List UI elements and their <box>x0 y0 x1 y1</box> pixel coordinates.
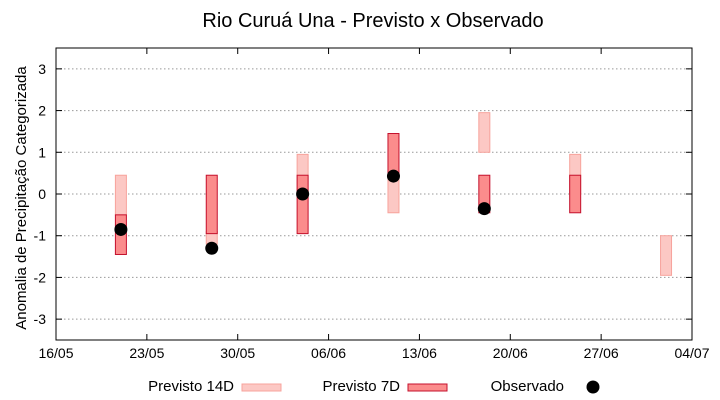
previsto-7d-bar <box>205 174 218 235</box>
x-tick-label: 23/05 <box>129 345 164 361</box>
observado-point <box>205 241 219 255</box>
y-tick-label: -3 <box>34 311 47 327</box>
forecast-14d-bars <box>114 112 673 276</box>
legend-label-observado: Observado <box>491 378 564 395</box>
x-tick-label: 06/06 <box>311 345 346 361</box>
x-tick-label: 20/06 <box>493 345 528 361</box>
legend-marker-observado <box>586 380 600 394</box>
axis-ticks <box>55 48 693 340</box>
y-tick-label: 2 <box>38 103 46 119</box>
observed-points <box>114 169 491 255</box>
chart-title: Rio Curuá Una - Previsto x Observado <box>202 10 543 32</box>
x-tick-label: 30/05 <box>220 345 255 361</box>
legend-label-previsto-14d: Previsto 14D <box>148 378 234 395</box>
y-tick-label: -2 <box>34 269 47 285</box>
y-tick-label: 3 <box>38 61 46 77</box>
observado-point <box>386 169 400 183</box>
y-axis-title: Anomalia de Precipitação Categorizada <box>13 66 30 330</box>
x-tick-label: 13/06 <box>402 345 437 361</box>
observado-point <box>477 202 491 216</box>
x-tick-labels: 16/05 23/05 30/05 06/06 13/06 20/06 27/06 04/07 <box>38 345 709 361</box>
legend-label-previsto-7d: Previsto 7D <box>322 378 400 395</box>
legend-swatch-previsto-7d <box>407 383 448 392</box>
observado-point <box>296 187 310 201</box>
x-tick-label: 04/07 <box>674 345 709 361</box>
previsto-7d-bar <box>296 174 309 235</box>
y-tick-label: 0 <box>38 186 46 202</box>
previsto-14d-bar <box>478 112 491 153</box>
x-tick-label: 27/06 <box>584 345 619 361</box>
legend-swatch-previsto-14d <box>241 383 282 392</box>
y-tick-label: 1 <box>38 144 46 160</box>
previsto-7d-bar <box>387 133 400 176</box>
observado-point <box>114 222 128 236</box>
y-tick-labels: -3 -2 -1 0 1 2 3 <box>34 61 47 327</box>
previsto-14d-bar <box>660 235 673 276</box>
y-tick-label: -1 <box>34 228 47 244</box>
previsto-7d-bar <box>569 174 582 214</box>
legend: Previsto 14D Previsto 7D Observado <box>148 378 600 395</box>
gridlines <box>56 68 692 320</box>
x-tick-label: 16/05 <box>38 345 73 361</box>
previsto-14d-bar <box>114 174 127 216</box>
